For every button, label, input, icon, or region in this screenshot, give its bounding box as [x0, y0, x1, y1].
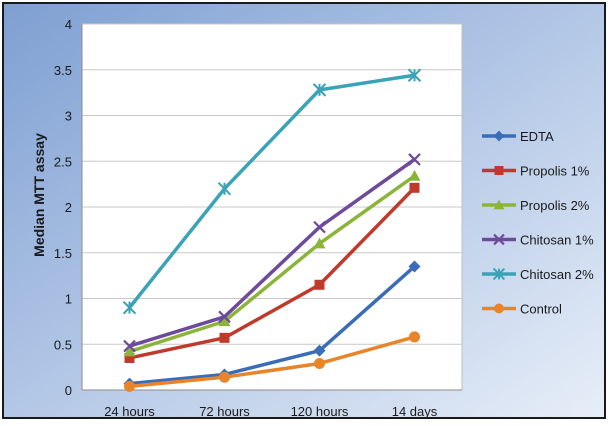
legend-label: Chitosan 1%: [520, 233, 594, 248]
data-point: [122, 300, 137, 315]
legend-label: Propolis 1%: [520, 164, 590, 179]
data-point: [124, 380, 135, 392]
data-point: [219, 332, 230, 343]
data-point: [314, 357, 325, 369]
data-point: [493, 130, 505, 142]
data-point: [409, 182, 420, 193]
legend-entry: Propolis 1%: [482, 164, 590, 179]
data-point: [218, 315, 231, 327]
data-point: [123, 339, 136, 353]
data-point: [494, 303, 504, 314]
y-tick-label: 2: [65, 200, 72, 215]
x-tick-label: 120 hours: [291, 404, 349, 419]
data-point: [407, 68, 422, 82]
series-chitosan-2: [122, 68, 422, 315]
y-tick-label: 0.5: [54, 337, 72, 352]
legend-label: Control: [520, 302, 562, 317]
data-point: [408, 260, 421, 273]
data-point: [123, 345, 136, 357]
y-tick-label: 2.5: [54, 154, 72, 169]
data-point: [219, 371, 230, 383]
x-tick-labels: 24 hours 72 hours 120 hours 14 days: [104, 404, 438, 419]
x-tick-label: 14 days: [392, 404, 438, 419]
data-point: [217, 181, 232, 196]
series-line: [128, 157, 416, 348]
series-chitosan-1: [123, 153, 421, 353]
y-tick-label: 3.5: [54, 63, 72, 78]
legend-label: EDTA: [520, 129, 554, 144]
data-point: [312, 83, 327, 97]
legend-entry: Propolis 2%: [482, 198, 590, 213]
data-point: [313, 220, 326, 234]
data-point: [492, 267, 506, 281]
y-axis-label: Median MTT assay: [31, 133, 47, 257]
series-line: [128, 73, 415, 309]
y-tick-labels: 0 0.5 1 1.5 2 2.5 3 3.5 4: [54, 17, 72, 398]
data-point: [124, 352, 135, 363]
series-propolis-1: [124, 182, 420, 363]
data-point: [409, 331, 420, 343]
series-line: [129, 335, 415, 389]
legend-label: Chitosan 2%: [520, 267, 594, 282]
data-point: [493, 233, 505, 246]
data-point: [408, 153, 421, 166]
x-tick-label: 72 hours: [199, 404, 250, 419]
series-control: [124, 331, 420, 392]
y-tick-label: 1: [65, 292, 72, 307]
series-line: [128, 174, 416, 354]
series-propolis-2: [123, 169, 421, 357]
series-line: [129, 265, 416, 386]
legend-entry: Chitosan 1%: [482, 233, 594, 248]
y-tick-label: 1.5: [54, 246, 72, 261]
series-lines: [122, 68, 422, 392]
data-point: [313, 344, 326, 357]
data-point: [314, 279, 325, 290]
legend-entry: EDTA: [482, 129, 554, 144]
data-point: [493, 199, 505, 210]
x-tick-label: 24 hours: [104, 404, 155, 419]
series-line: [129, 186, 416, 360]
legend-entry: Chitosan 2%: [482, 267, 594, 282]
data-point: [408, 169, 421, 181]
data-point: [313, 237, 326, 249]
y-tick-label: 0: [65, 383, 72, 398]
data-point: [218, 310, 231, 324]
legend-label: Propolis 2%: [520, 198, 590, 213]
axes: [81, 24, 462, 391]
y-tick-label: 4: [65, 17, 72, 32]
y-tick-label: 3: [65, 109, 72, 124]
data-point: [494, 166, 504, 175]
gridlines: [82, 23, 462, 345]
legend-entry: Control: [482, 302, 562, 317]
legend: EDTA Propolis 1% Propolis 2% Chitosan 1% Chi…: [482, 129, 594, 317]
